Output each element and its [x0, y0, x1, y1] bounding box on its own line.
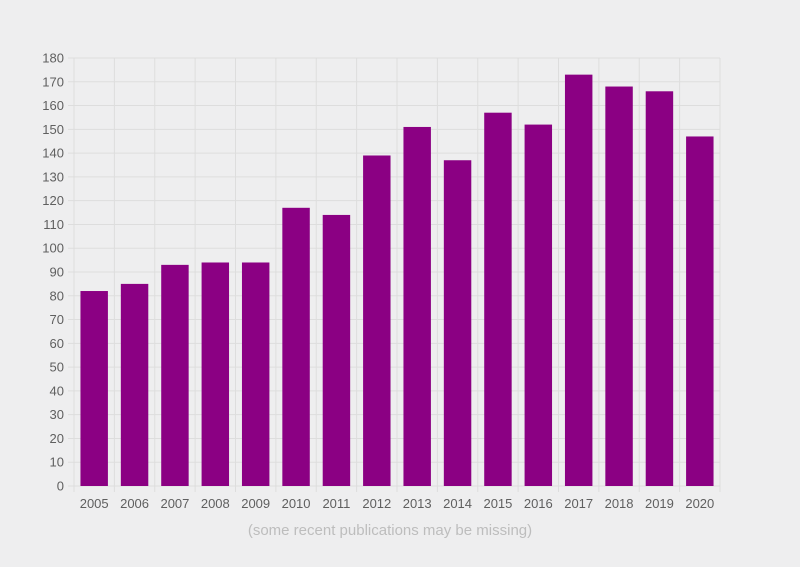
x-tick-label: 2017: [564, 496, 593, 511]
bar-2019: [645, 91, 674, 487]
y-tick-label: 20: [50, 431, 64, 446]
y-tick-label: 170: [42, 74, 64, 89]
bar-2007: [161, 264, 189, 486]
x-tick-label: 2020: [685, 496, 714, 511]
y-tick-label: 160: [42, 98, 64, 113]
x-tick-label: 2011: [322, 496, 350, 511]
x-tick-label: 2019: [645, 496, 674, 511]
x-tick-label: 2009: [241, 496, 270, 511]
x-tick-label: 2010: [282, 496, 311, 511]
bar-2010: [282, 207, 310, 487]
bar-2008: [201, 262, 230, 486]
bar-2016: [524, 124, 553, 487]
y-tick-label: 80: [50, 288, 64, 303]
x-tick-label: 2016: [524, 496, 553, 511]
bar-2015: [484, 112, 512, 486]
bar-2020: [686, 136, 714, 486]
y-tick-label: 70: [50, 312, 64, 327]
y-axis: 0 10 20 30 40 50 60 70 80 90 100 110 120 130 140 150 160…: [42, 51, 64, 494]
bar-2014: [443, 160, 472, 486]
x-tick-label: 2006: [120, 496, 149, 511]
bar-2013: [403, 126, 431, 486]
bar-2006: [120, 283, 149, 486]
x-tick-label: 2008: [201, 496, 230, 511]
y-tick-label: 30: [50, 407, 64, 422]
x-tick-label: 2018: [605, 496, 634, 511]
x-tick-label: 2005: [80, 496, 109, 511]
bars-layer: [80, 74, 714, 487]
y-tick-label: 180: [42, 51, 64, 66]
x-tick-label: 2014: [443, 496, 472, 511]
bar-2017: [564, 74, 593, 487]
y-tick-label: 90: [50, 265, 64, 280]
x-tick-label: 2007: [160, 496, 189, 511]
y-tick-label: 100: [42, 241, 64, 256]
x-tick-label: 2013: [403, 496, 432, 511]
y-tick-label: 120: [42, 193, 64, 208]
footnote: (some recent publications may be missing…: [247, 522, 533, 539]
bar-2018: [605, 86, 633, 487]
x-axis: 2005 2006 2007 2008 2009 2010 2011 2012 2013 2014…: [80, 496, 715, 511]
y-tick-label: 110: [43, 217, 64, 232]
y-tick-label: 60: [50, 336, 64, 351]
y-tick-label: 130: [42, 169, 64, 184]
y-tick-label: 50: [50, 360, 64, 375]
y-tick-label: 10: [50, 455, 64, 470]
bar-2009: [241, 262, 270, 486]
y-tick-label: 40: [50, 383, 64, 398]
bar-2011: [322, 214, 351, 486]
x-tick-label: 2015: [483, 496, 512, 511]
x-tick-label: 2012: [362, 496, 391, 511]
bar-2012: [363, 155, 391, 486]
bar-2005: [80, 291, 108, 486]
y-tick-label: 150: [42, 122, 64, 137]
y-tick-label: 0: [57, 479, 64, 494]
y-tick-label: 140: [42, 146, 64, 161]
